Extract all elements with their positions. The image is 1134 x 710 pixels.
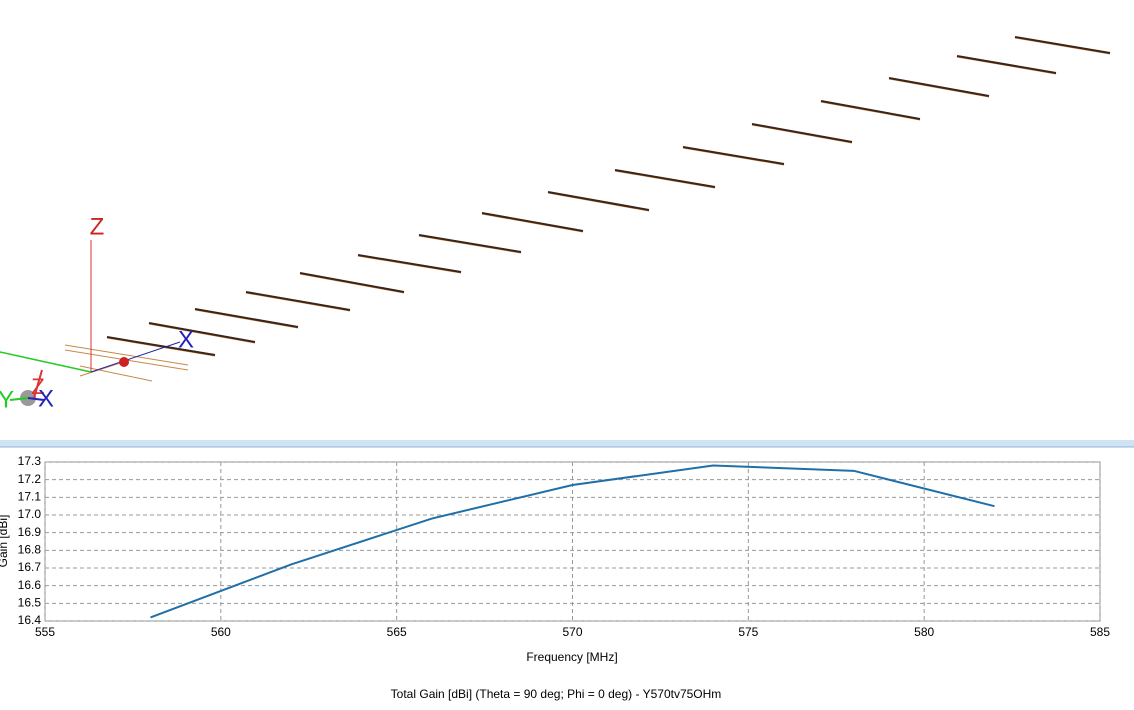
y-tick-label: 16.4 [18,613,42,627]
x-tick-label: 580 [914,625,934,639]
y-tick-label: 17.3 [18,454,42,468]
element [194,308,299,328]
element [751,123,853,143]
element [299,272,405,293]
x-tick-label: 560 [211,625,231,639]
y-tick-label: 17.2 [18,472,42,486]
y-tick-label: 16.7 [18,560,42,574]
element [106,336,216,356]
triad-x-label: X [38,385,54,412]
triad-z-label: Z [31,374,44,399]
gain-line [150,464,995,619]
y-tick-label: 16.8 [18,543,42,557]
z-axis-label: Z [90,213,105,240]
element [148,322,256,343]
element [820,100,921,120]
x-tick-label: 585 [1090,625,1110,639]
element [357,254,462,273]
x-tick-label: 555 [35,625,55,639]
x-axis [90,341,181,373]
x-tick-label: 565 [387,625,407,639]
y-tick-label: 16.9 [18,525,42,539]
view-background [0,0,1134,440]
triad-z [33,369,43,399]
element [1014,36,1111,54]
element [956,55,1057,74]
splitter[interactable] [0,440,1134,447]
element [79,365,153,382]
element [682,146,785,165]
element [418,234,522,253]
y-tick-label: 16.5 [18,596,42,610]
x-tick-label: 570 [562,625,582,639]
element [245,291,351,311]
element [481,212,584,232]
element [888,77,990,97]
x-axis-title: Frequency [MHz] [526,650,617,664]
element [64,344,189,366]
triad-x [27,397,45,401]
chart-title: Total Gain [dBi] (Theta = 90 deg; Phi = … [391,687,722,701]
element [614,169,716,188]
feed-point [119,357,129,367]
y-axis [0,351,92,373]
triad-y [9,397,29,401]
antenna-elements [64,36,1111,382]
y-tick-label: 17.1 [18,490,42,504]
y-tick-label: 16.6 [18,578,42,592]
x-tick-label: 575 [738,625,758,639]
orientation-triad: Y Z X [0,369,54,413]
y-tick-label: 17.0 [18,507,42,521]
element [547,191,650,211]
antenna-view: Z X Y Z X [0,0,1134,440]
x-axis-label: X [178,326,194,353]
y-axis-title: Gain [dBi] [0,515,10,568]
gain-chart: Frequency [MHz] Total Gain [dBi] (Theta … [0,454,1110,701]
triad-y-label: Y [0,386,14,413]
